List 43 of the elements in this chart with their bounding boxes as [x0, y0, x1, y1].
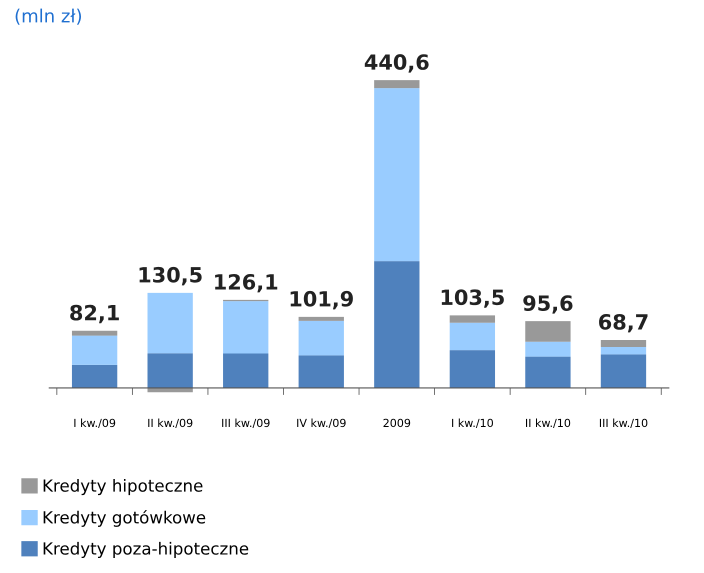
legend-label: Kredyty hipoteczne [44, 478, 202, 496]
bar [525, 321, 571, 342]
x-tick-label: 2009 [383, 418, 410, 428]
x-tick-label: I kw./09 [74, 418, 116, 428]
annotation: 82,1 [70, 304, 119, 324]
bar [147, 292, 193, 354]
bar [525, 342, 571, 357]
bar [374, 80, 420, 88]
bar [600, 340, 646, 348]
annotation: 68,7 [599, 314, 648, 332]
x-tick-label: III kw./09 [222, 418, 270, 428]
x-tick-label: II kw./10 [526, 418, 570, 428]
bar [223, 354, 268, 388]
bar [450, 322, 496, 350]
bar [72, 364, 118, 388]
annotation: 103,5 [442, 289, 504, 308]
legend-label: Kredyty poza-hipoteczne [44, 542, 248, 558]
bar [147, 353, 193, 388]
bar [223, 301, 268, 354]
x-tick-label: IV kw./09 [297, 418, 346, 428]
x-tick-label: II kw./09 [148, 418, 192, 428]
bar [298, 316, 344, 321]
bar [298, 320, 344, 356]
bar [450, 315, 496, 323]
bar [525, 356, 571, 388]
bar [374, 88, 420, 262]
annotation: 130,5 [140, 266, 202, 286]
legend-label: Kredyty gotówkowe [44, 510, 206, 527]
bar [147, 388, 193, 392]
bar [600, 354, 646, 388]
annotation: 126,1 [215, 274, 278, 292]
chart-title: (mln zł) [16, 8, 82, 25]
annotation: 440,6 [364, 54, 429, 73]
bar [450, 350, 496, 388]
annotation: 95,6 [523, 295, 572, 314]
bar [600, 347, 646, 354]
bar [298, 355, 344, 388]
x-tick-label: III kw./10 [600, 418, 648, 428]
bar [72, 336, 118, 365]
bar [72, 330, 118, 336]
annotation: 101,9 [290, 290, 353, 310]
bar [374, 261, 420, 388]
x-tick-label: I kw./10 [452, 418, 493, 428]
